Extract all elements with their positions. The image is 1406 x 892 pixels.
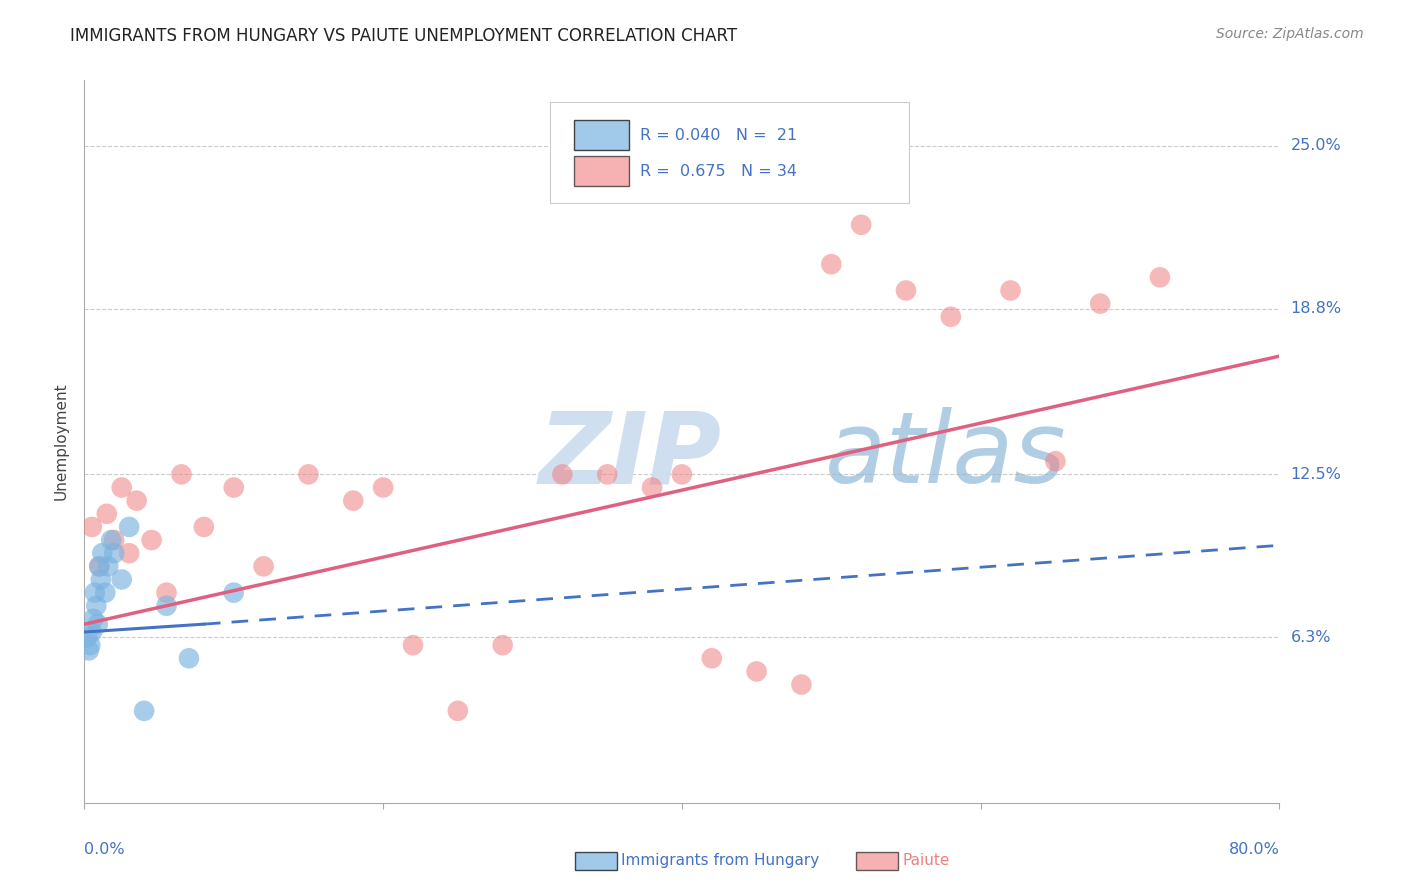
Text: 0.0%: 0.0% [84, 842, 125, 856]
Point [1045, 454, 1067, 468]
FancyBboxPatch shape [575, 156, 630, 186]
Point [86, 599, 108, 613]
Point [83, 585, 105, 599]
Point [103, 546, 125, 560]
Point [745, 665, 768, 679]
Text: Source: ZipAtlas.com: Source: ZipAtlas.com [1216, 27, 1364, 41]
Point [111, 573, 134, 587]
Point [79, 638, 101, 652]
Point [141, 533, 163, 547]
Point [671, 467, 693, 482]
Text: 80.0%: 80.0% [1229, 842, 1279, 856]
Point [87, 617, 110, 632]
Point [447, 704, 470, 718]
Point [155, 585, 177, 599]
Point [89, 559, 111, 574]
Point [342, 493, 364, 508]
Point [193, 520, 215, 534]
Point [373, 481, 395, 495]
Point [551, 467, 574, 482]
Point [94, 585, 117, 599]
FancyBboxPatch shape [575, 120, 630, 151]
Point [103, 533, 125, 547]
Point [118, 546, 141, 560]
Point [596, 467, 619, 482]
Point [790, 677, 813, 691]
Point [700, 651, 723, 665]
Point [222, 481, 245, 495]
Point [80, 625, 103, 640]
Text: ZIP: ZIP [538, 408, 721, 505]
Point [253, 559, 276, 574]
Text: R =  0.675   N = 34: R = 0.675 N = 34 [640, 164, 797, 178]
Point [76, 630, 98, 644]
Text: IMMIGRANTS FROM HUNGARY VS PAIUTE UNEMPLOYMENT CORRELATION CHART: IMMIGRANTS FROM HUNGARY VS PAIUTE UNEMPL… [70, 27, 737, 45]
Point [125, 493, 148, 508]
Point [111, 481, 134, 495]
Point [1090, 296, 1112, 310]
Point [402, 638, 425, 652]
Point [939, 310, 962, 324]
Point [82, 612, 104, 626]
Point [80, 520, 103, 534]
Text: 12.5%: 12.5% [1291, 467, 1341, 482]
Text: Immigrants from Hungary: Immigrants from Hungary [621, 854, 820, 868]
Text: 25.0%: 25.0% [1291, 138, 1341, 153]
Point [894, 284, 917, 298]
Text: atlas: atlas [825, 408, 1067, 505]
Point [820, 257, 842, 271]
Point [155, 599, 177, 613]
Point [492, 638, 515, 652]
Text: 6.3%: 6.3% [1291, 630, 1331, 645]
Text: R = 0.040   N =  21: R = 0.040 N = 21 [640, 128, 797, 143]
Point [641, 481, 664, 495]
Point [851, 218, 873, 232]
Point [91, 546, 114, 560]
Point [118, 520, 141, 534]
Point [297, 467, 319, 482]
Point [77, 643, 100, 657]
Point [96, 507, 118, 521]
Point [1149, 270, 1171, 285]
Point [132, 704, 156, 718]
Text: 18.8%: 18.8% [1291, 301, 1341, 317]
Point [100, 533, 122, 547]
Point [177, 651, 200, 665]
Point [170, 467, 193, 482]
Point [222, 585, 245, 599]
Point [89, 559, 111, 574]
Point [1000, 284, 1022, 298]
Text: Paiute: Paiute [903, 854, 950, 868]
Y-axis label: Unemployment: Unemployment [53, 383, 69, 500]
Point [97, 559, 120, 574]
Point [90, 573, 112, 587]
FancyBboxPatch shape [551, 102, 910, 203]
